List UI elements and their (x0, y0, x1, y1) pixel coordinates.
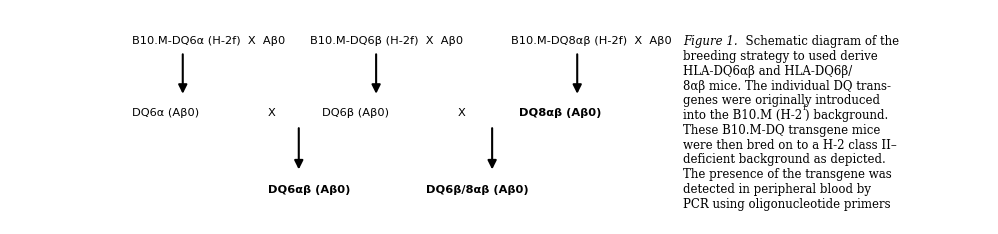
Text: 8αβ mice. The individual DQ trans-: 8αβ mice. The individual DQ trans- (684, 80, 891, 93)
Text: These B10.M-DQ transgene mice: These B10.M-DQ transgene mice (684, 124, 880, 137)
Text: B10.M-DQ8αβ (H-2f)  X  Aβ0: B10.M-DQ8αβ (H-2f) X Aβ0 (511, 36, 673, 46)
Text: breeding strategy to used derive: breeding strategy to used derive (684, 50, 878, 63)
Text: DQ6αβ (Aβ0): DQ6αβ (Aβ0) (267, 185, 350, 195)
Text: Schematic diagram of the: Schematic diagram of the (738, 35, 899, 48)
Text: DQ6β/8αβ (Aβ0): DQ6β/8αβ (Aβ0) (426, 185, 529, 195)
Text: X: X (457, 108, 465, 118)
Text: DQ8αβ (Aβ0): DQ8αβ (Aβ0) (519, 108, 602, 118)
Text: DQ6β (Aβ0): DQ6β (Aβ0) (322, 108, 389, 118)
Text: B10.M-DQ6β (H-2f)  X  Aβ0: B10.M-DQ6β (H-2f) X Aβ0 (310, 36, 463, 46)
Text: PCR using oligonucleotide primers: PCR using oligonucleotide primers (684, 198, 891, 211)
Text: detected in peripheral blood by: detected in peripheral blood by (684, 183, 871, 196)
Text: The presence of the transgene was: The presence of the transgene was (684, 168, 892, 181)
Text: f: f (802, 104, 805, 112)
Text: genes were originally introduced: genes were originally introduced (684, 94, 880, 107)
Text: DQ6α (Aβ0): DQ6α (Aβ0) (133, 108, 200, 118)
Text: deficient background as depicted.: deficient background as depicted. (684, 154, 886, 166)
Text: Figure 1.: Figure 1. (684, 35, 738, 48)
Text: HLA-DQ6αβ and HLA-DQ6β/: HLA-DQ6αβ and HLA-DQ6β/ (684, 65, 852, 78)
Text: X: X (267, 108, 275, 118)
Text: into the B10.M (H-2: into the B10.M (H-2 (684, 109, 802, 122)
Text: ) background.: ) background. (805, 109, 888, 122)
Text: were then bred on to a H-2 class II–: were then bred on to a H-2 class II– (684, 139, 897, 152)
Text: B10.M-DQ6α (H-2f)  X  Aβ0: B10.M-DQ6α (H-2f) X Aβ0 (133, 36, 285, 46)
